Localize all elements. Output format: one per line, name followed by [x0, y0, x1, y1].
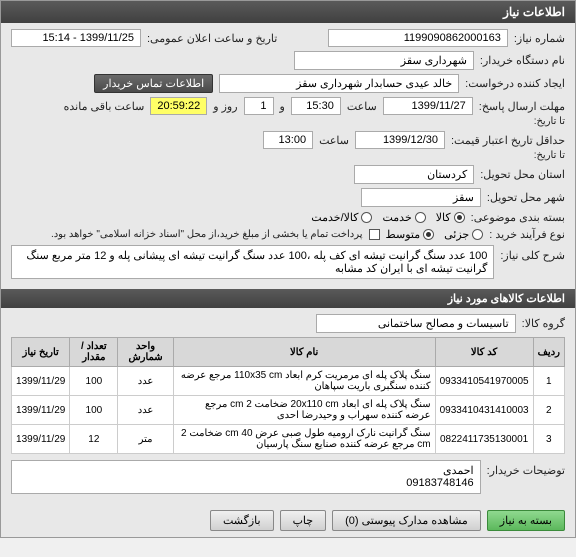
need-number-value: 1199090862000163 — [328, 29, 508, 47]
cell-idx: 1 — [533, 367, 564, 396]
radio-service[interactable]: خدمت — [382, 211, 425, 224]
validity-until-label: تا تاریخ: — [534, 150, 565, 161]
cell-qty: 100 — [70, 367, 118, 396]
cell-date: 1399/11/29 — [12, 367, 70, 396]
cell-code: 0933410541970005 — [435, 367, 533, 396]
cell-qty: 12 — [70, 425, 118, 454]
subject-label: شرح کلی نیاز: — [500, 245, 565, 262]
buyer-org-value: شهرداری سقز — [294, 51, 474, 70]
panel-header: اطلاعات نیاز — [1, 1, 575, 23]
remaining-label: ساعت باقی مانده — [64, 100, 145, 113]
table-row: 10933410541970005سنگ پلاک پله ای مرمریت … — [12, 367, 565, 396]
cell-name: سنگ پلاک پله ای مرمریت کرم ابعاد 110x35 … — [173, 367, 435, 396]
radio-icon — [361, 212, 372, 223]
subject-text: 100 عدد سنگ گرانیت تیشه ای کف پله ،100 ع… — [11, 245, 494, 279]
time-label-1: ساعت — [347, 100, 377, 113]
delivery-province-label: استان محل تحویل: — [480, 168, 565, 181]
process-note: پرداخت تمام یا بخشی از مبلغ خرید،از محل … — [51, 229, 363, 240]
radio-small[interactable]: جزئی — [444, 228, 483, 241]
cell-name: سنگ پلاک پله ای ابعاد 20x110 cm ضخامت 2 … — [173, 396, 435, 425]
radio-icon — [454, 212, 465, 223]
radio-both-label: کالا/خدمت — [311, 211, 358, 224]
radio-icon — [415, 212, 426, 223]
print-button[interactable]: چاپ — [280, 510, 327, 531]
radio-service-label: خدمت — [382, 211, 411, 224]
table-row: 20933410431410003سنگ پلاک پله ای ابعاد 2… — [12, 396, 565, 425]
days-remaining-value: 1 — [244, 97, 274, 115]
radio-goods[interactable]: کالا — [436, 211, 465, 224]
cell-idx: 3 — [533, 425, 564, 454]
cell-date: 1399/11/29 — [12, 396, 70, 425]
cell-unit: متر — [118, 425, 173, 454]
attachments-label: مشاهده مدارک پیوستی — [362, 515, 468, 527]
process-radio-group: جزئی متوسط — [386, 228, 484, 241]
need-number-label: شماره نیاز: — [514, 32, 565, 45]
deadline-date-value: 1399/11/27 — [383, 97, 473, 115]
col-unit: واحد شمارش — [118, 338, 173, 367]
cell-idx: 2 — [533, 396, 564, 425]
col-name: نام کالا — [173, 338, 435, 367]
group-label: گروه کالا: — [522, 317, 565, 330]
radio-both[interactable]: کالا/خدمت — [311, 211, 372, 224]
cell-name: سنگ گرانیت نارک ارومیه طول صبی عرض 40 cm… — [173, 425, 435, 454]
deadline-until-label: تا تاریخ: — [534, 116, 565, 127]
day-label: روز و — [213, 100, 237, 113]
and-label: و — [280, 100, 285, 113]
deadline-time-value: 15:30 — [291, 97, 341, 115]
validity-date-value: 1399/12/30 — [355, 131, 445, 149]
cell-unit: عدد — [118, 367, 173, 396]
cell-code: 0822411735130001 — [435, 425, 533, 454]
radio-medium[interactable]: متوسط — [386, 228, 435, 241]
buyer-org-label: نام دستگاه خریدار: — [480, 54, 565, 67]
table-row: 30822411735130001سنگ گرانیت نارک ارومیه … — [12, 425, 565, 454]
validity-time-value: 13:00 — [263, 131, 313, 149]
delivery-city-label: شهر محل تحویل: — [487, 191, 565, 204]
radio-medium-label: متوسط — [386, 228, 421, 241]
cell-date: 1399/11/29 — [12, 425, 70, 454]
validity-label: حداقل تاریخ اعتبار قیمت: — [451, 134, 565, 147]
col-code: کد کالا — [435, 338, 533, 367]
items-subheader: اطلاعات کالاهای مورد نیاز — [1, 289, 575, 308]
package-label: بسته بندی موضوعی: — [471, 211, 565, 224]
buyer-notes-text: احمدی 09183748146 — [11, 460, 481, 494]
col-row: ردیف — [533, 338, 564, 367]
return-button[interactable]: بازگشت — [210, 510, 274, 531]
public-time-value: 1399/11/25 - 15:14 — [11, 29, 141, 47]
radio-icon — [423, 229, 434, 240]
contact-buyer-button[interactable]: اطلاعات تماس خریدار — [94, 74, 213, 93]
col-date: تاریخ نیاز — [12, 338, 70, 367]
radio-small-label: جزئی — [444, 228, 469, 241]
process-label: نوع فرآیند خرید : — [489, 228, 565, 241]
group-value: تاسیسات و مصالح ساختمانی — [316, 314, 516, 333]
cell-unit: عدد — [118, 396, 173, 425]
treasury-checkbox[interactable] — [369, 229, 380, 240]
cell-qty: 100 — [70, 396, 118, 425]
creator-value: خالد عیدی حسابدار شهرداری سقز — [219, 74, 459, 93]
creator-label: ایجاد کننده درخواست: — [465, 77, 565, 90]
delivery-province-value: کردستان — [354, 165, 474, 184]
cell-code: 0933410431410003 — [435, 396, 533, 425]
attachments-count: (0) — [345, 515, 358, 527]
package-radio-group: کالا خدمت کالا/خدمت — [311, 211, 464, 224]
deadline-label: مهلت ارسال پاسخ: — [479, 100, 565, 113]
items-table: ردیف کد کالا نام کالا واحد شمارش تعداد /… — [11, 337, 565, 454]
radio-goods-label: کالا — [436, 211, 451, 224]
attachments-button[interactable]: مشاهده مدارک پیوستی (0) — [332, 510, 481, 531]
buyer-notes-label: توضیحات خریدار: — [487, 460, 565, 477]
back-to-need-button[interactable]: بسته به نیاز — [487, 510, 565, 531]
radio-icon — [472, 229, 483, 240]
delivery-city-value: سقز — [361, 188, 481, 207]
public-time-label: تاریخ و ساعت اعلان عمومی: — [147, 32, 277, 45]
col-qty: تعداد / مقدار — [70, 338, 118, 367]
panel-title: اطلاعات نیاز — [503, 5, 565, 19]
time-label-2: ساعت — [319, 134, 349, 147]
countdown-value: 20:59:22 — [150, 97, 207, 115]
